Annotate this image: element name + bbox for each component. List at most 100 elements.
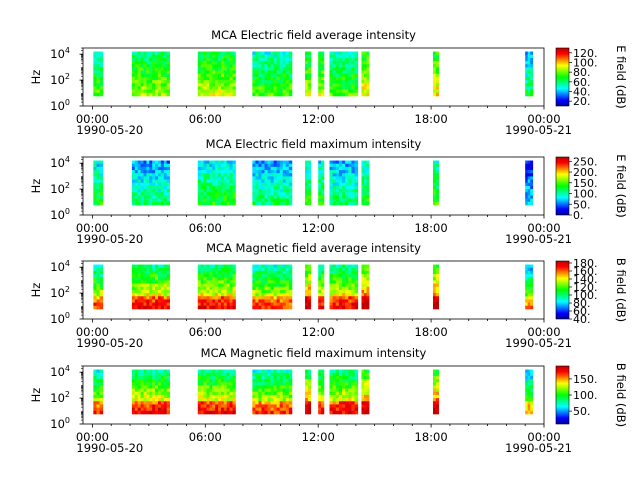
heatmap-cell xyxy=(163,86,168,90)
heatmap-cell xyxy=(276,410,281,415)
heatmap-cell xyxy=(152,286,156,291)
heatmap-cell xyxy=(264,160,268,165)
heatmap-cell xyxy=(157,182,162,187)
heatmap-cell xyxy=(203,299,207,303)
heatmap-cell xyxy=(318,375,322,380)
heatmap-cell xyxy=(432,401,437,405)
heatmap-cell xyxy=(229,283,233,288)
heatmap-cell xyxy=(99,388,104,393)
heatmap-cell xyxy=(351,391,355,396)
heatmap-cell xyxy=(99,382,104,386)
heatmap-cell xyxy=(197,61,202,65)
heatmap-cell xyxy=(279,274,284,278)
heatmap-cell xyxy=(215,302,219,307)
heatmap-cell xyxy=(435,76,440,81)
heatmap-cell xyxy=(157,270,162,275)
heatmap-cell xyxy=(252,385,256,389)
heatmap-cell xyxy=(366,192,370,196)
heatmap-cell xyxy=(264,166,268,171)
heatmap-cell xyxy=(273,67,278,71)
heatmap-cell xyxy=(335,283,340,288)
heatmap-cell xyxy=(348,54,352,59)
heatmap-cell xyxy=(348,185,352,190)
heatmap-cell xyxy=(338,64,343,68)
heatmap-cell xyxy=(160,270,165,275)
heatmap-cell xyxy=(223,375,228,380)
heatmap-cell xyxy=(270,160,275,165)
heatmap-cell xyxy=(212,289,216,294)
heatmap-cell xyxy=(157,372,162,377)
heatmap-cell xyxy=(157,293,162,297)
heatmap-cell xyxy=(321,277,325,281)
heatmap-cell xyxy=(264,394,268,399)
heatmap-cell xyxy=(267,305,271,310)
heatmap-cell xyxy=(99,305,104,310)
heatmap-cell xyxy=(152,195,156,199)
heatmap-cell xyxy=(527,369,531,374)
heatmap-cell xyxy=(307,388,312,393)
heatmap-cell xyxy=(363,86,367,90)
heatmap-cell xyxy=(351,293,355,297)
heatmap-cell xyxy=(432,70,437,75)
heatmap-cell xyxy=(229,61,233,65)
heatmap-cell xyxy=(307,64,312,68)
heatmap-cell xyxy=(366,173,370,177)
heatmap-cell xyxy=(261,73,265,78)
heatmap-cell xyxy=(146,305,150,310)
heatmap-cell xyxy=(351,277,355,281)
heatmap-cell xyxy=(282,195,287,199)
heatmap-cell xyxy=(155,398,159,402)
heatmap-cell xyxy=(143,382,147,386)
heatmap-cell xyxy=(307,267,312,272)
heatmap-cell xyxy=(351,54,355,59)
heatmap-cell xyxy=(197,173,202,177)
heatmap-cell xyxy=(282,189,287,193)
heatmap-cell xyxy=(332,182,337,187)
heatmap-cell xyxy=(307,375,312,380)
heatmap-cell xyxy=(342,296,346,300)
heatmap-cell xyxy=(329,407,334,412)
heatmap-cell xyxy=(229,198,233,203)
heatmap-cell xyxy=(338,70,343,75)
heatmap-cell xyxy=(282,391,287,396)
heatmap-cell xyxy=(321,170,325,174)
heatmap-cell xyxy=(530,410,534,415)
heatmap-cell xyxy=(232,192,236,196)
panel-4: MCA Magnetic field maximum intensity1001… xyxy=(29,346,628,455)
heatmap-cell xyxy=(93,185,97,190)
heatmap-cell xyxy=(276,83,281,87)
heatmap-cell xyxy=(525,410,529,415)
heatmap-cell xyxy=(288,404,293,408)
heatmap-cell xyxy=(163,385,168,389)
heatmap-cell xyxy=(160,277,165,281)
y-tick-base: 10 xyxy=(50,391,65,405)
heatmap-cell xyxy=(307,67,312,71)
heatmap-cell xyxy=(146,267,150,272)
heatmap-cell xyxy=(160,160,165,165)
heatmap-cell xyxy=(366,289,370,294)
heatmap-cell xyxy=(131,410,136,415)
heatmap-cell xyxy=(276,67,281,71)
heatmap-cell xyxy=(232,407,236,412)
heatmap-cell xyxy=(131,73,136,78)
heatmap-cell xyxy=(197,201,202,206)
heatmap-cell xyxy=(220,283,225,288)
heatmap-cell xyxy=(223,198,228,203)
heatmap-cell xyxy=(157,166,162,171)
heatmap-cell xyxy=(137,372,141,377)
heatmap-cell xyxy=(530,89,534,94)
heatmap-cell xyxy=(143,86,147,90)
heatmap-cell xyxy=(140,293,144,297)
heatmap-cell xyxy=(146,277,150,281)
heatmap-cell xyxy=(93,54,97,59)
heatmap-cell xyxy=(166,270,170,275)
heatmap-cell xyxy=(329,173,334,177)
heatmap-cell xyxy=(209,64,213,68)
heatmap-cell xyxy=(212,286,216,291)
heatmap-cell xyxy=(203,67,207,71)
heatmap-cell xyxy=(229,179,233,184)
heatmap-cell xyxy=(96,382,101,386)
heatmap-cell xyxy=(435,182,440,187)
heatmap-cell xyxy=(203,92,207,97)
heatmap-cell xyxy=(163,70,168,75)
